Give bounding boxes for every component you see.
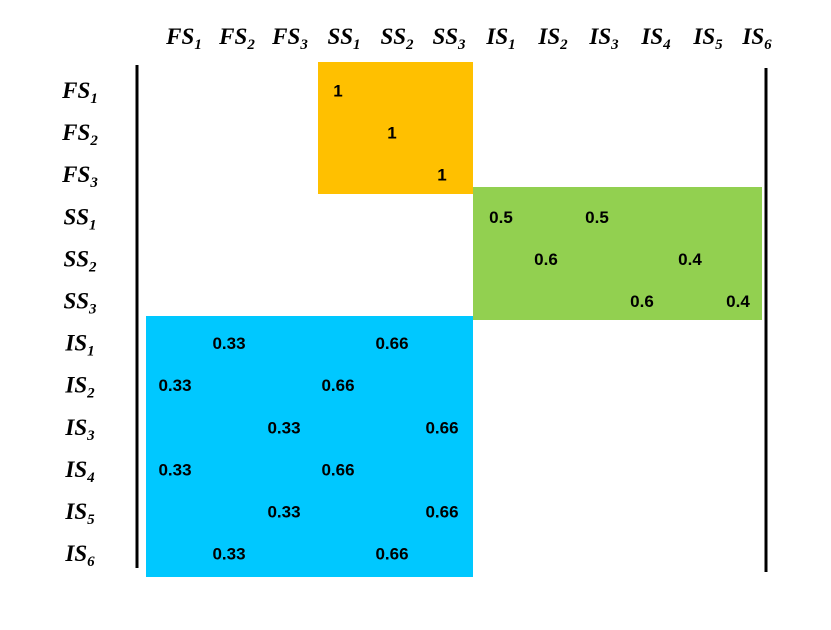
label-sub: 5 [715,37,723,53]
cell-value: 0.66 [375,334,408,353]
column-label: FS3 [271,24,308,53]
row-label: SS3 [63,289,97,318]
label-sub: 5 [87,512,95,528]
cell-value: 0.5 [489,208,513,227]
label-sub: 3 [86,428,95,444]
cell-value: 1 [387,124,396,143]
cell-value: 0.4 [726,292,750,311]
green-block [473,187,762,320]
label-sub: 2 [559,37,568,53]
label-name: IS [64,541,87,566]
orange-block [318,62,473,194]
cell-value: 0.33 [267,418,300,437]
label-sub: 2 [86,386,95,402]
cell-value: 0.66 [375,545,408,564]
row-label: FS1 [61,78,98,107]
cell-value: 0.33 [267,502,300,521]
label-sub: 2 [246,37,255,53]
label-name: IS [588,24,611,49]
label-name: IS [537,24,560,49]
label-sub: 6 [87,554,95,570]
label-name: SS [327,24,353,49]
cell-value: 0.66 [321,376,354,395]
column-label: FS1 [165,24,202,53]
label-name: FS [165,24,194,49]
label-sub: 2 [88,259,97,275]
label-sub: 3 [88,302,97,318]
label-name: IS [64,457,87,482]
label-sub: 6 [764,37,772,53]
row-label: IS4 [64,457,95,486]
label-sub: 4 [86,470,95,486]
label-name: IS [64,331,87,356]
row-label: SS2 [63,246,97,275]
label-name: FS [61,120,90,145]
column-label: IS6 [741,24,772,53]
cell-value: 0.6 [534,250,558,269]
cell-value: 0.6 [630,292,654,311]
cell-value: 0.5 [585,208,609,227]
column-label: IS1 [485,24,515,53]
label-name: SS [432,24,458,49]
label-name: SS [63,289,89,314]
cell-value: 0.33 [212,334,245,353]
label-name: SS [63,204,89,229]
cell-value: 1 [437,166,446,185]
label-sub: 2 [89,133,98,149]
label-sub: 2 [405,37,414,53]
column-label: IS5 [692,24,723,53]
row-label: IS3 [64,415,95,444]
column-label: IS2 [537,24,568,53]
label-name: IS [64,499,87,524]
row-label: FS2 [61,120,98,149]
column-label: IS4 [640,24,671,53]
label-name: SS [63,246,89,271]
label-name: IS [64,373,87,398]
label-sub: 1 [508,37,516,53]
label-sub: 3 [610,37,619,53]
cell-value: 0.66 [425,502,458,521]
label-name: IS [64,415,87,440]
column-label: SS3 [432,24,466,53]
cell-value: 0.66 [321,460,354,479]
label-sub: 3 [299,37,308,53]
row-label: SS1 [63,204,96,233]
label-sub: 3 [457,37,466,53]
column-label: FS2 [218,24,255,53]
label-sub: 1 [87,344,95,360]
label-name: FS [218,24,247,49]
label-name: SS [380,24,406,49]
label-sub: 1 [89,217,97,233]
column-label: SS2 [380,24,414,53]
cell-value: 0.33 [212,545,245,564]
label-sub: 1 [90,91,98,107]
label-sub: 3 [89,175,98,191]
cell-value: 0.66 [425,418,458,437]
row-label: FS3 [61,162,98,191]
column-label: IS3 [588,24,619,53]
row-label: IS1 [64,331,94,360]
label-name: IS [485,24,508,49]
label-name: IS [692,24,715,49]
row-label: IS5 [64,499,95,528]
label-sub: 1 [194,37,202,53]
row-label: IS6 [64,541,95,570]
cell-value: 0.33 [158,376,191,395]
column-label: SS1 [327,24,360,53]
label-name: FS [271,24,300,49]
label-name: IS [640,24,663,49]
label-name: IS [741,24,764,49]
cell-value: 1 [333,81,342,100]
label-name: FS [61,78,90,103]
cell-value: 0.4 [678,250,702,269]
label-sub: 4 [662,37,671,53]
row-label: IS2 [64,373,95,402]
cell-value: 0.33 [158,460,191,479]
label-sub: 1 [353,37,361,53]
blue-block [146,316,473,577]
label-name: FS [61,162,90,187]
